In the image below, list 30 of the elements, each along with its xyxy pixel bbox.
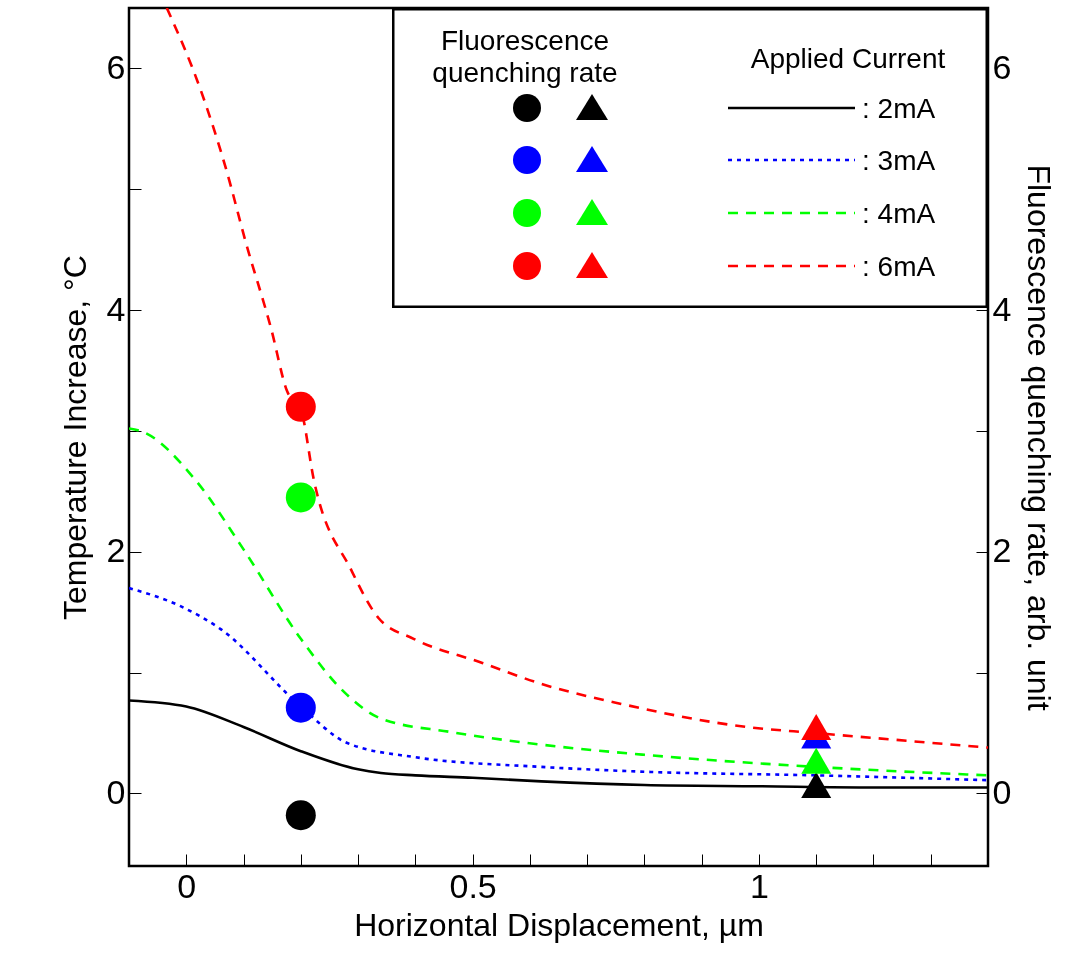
- legend-label: : 3mA: [862, 145, 936, 176]
- line-series: [165, 8, 988, 749]
- y-tick-label: 6: [106, 47, 126, 86]
- point: [801, 747, 832, 774]
- x-tick-label: 0: [177, 866, 197, 905]
- legend-label: : 4mA: [862, 198, 936, 229]
- y2-tick-label: 0: [992, 772, 1012, 811]
- point: [285, 800, 316, 831]
- y2-tick-label: 4: [992, 289, 1012, 328]
- y-axis-title: Temperature Increase, °C: [56, 255, 93, 620]
- y-tick-label: 4: [106, 289, 126, 328]
- y2-tick-label: 6: [992, 47, 1012, 86]
- point: [801, 772, 832, 799]
- x-tick-label: 1: [749, 866, 769, 905]
- annotation: Fluorescence quenching rate: [432, 25, 618, 88]
- x-axis-title: Horizontal Displacement, µm: [354, 906, 764, 943]
- line-series: [129, 586, 988, 782]
- y2-axis-title: Fluorescence quenching rate, arb. unit: [1021, 164, 1058, 711]
- point: [285, 482, 316, 513]
- legend-label: : 2mA: [862, 93, 936, 124]
- x-tick-label: 0.5: [449, 866, 497, 905]
- y-tick-label: 0: [106, 772, 126, 811]
- legend-title: Applied Current: [750, 43, 946, 74]
- line-series: [129, 427, 988, 777]
- point: [285, 391, 316, 422]
- y2-tick-label: 2: [992, 531, 1012, 570]
- point: [285, 692, 316, 723]
- legend-label: : 6mA: [862, 251, 936, 282]
- point: [801, 714, 832, 741]
- y-tick-label: 2: [106, 531, 126, 570]
